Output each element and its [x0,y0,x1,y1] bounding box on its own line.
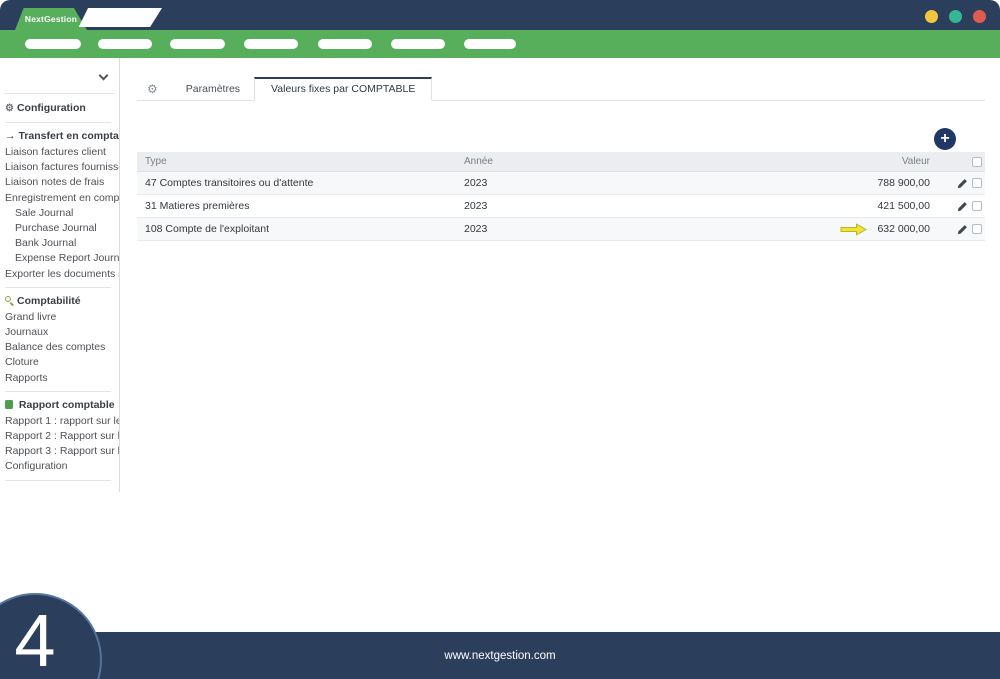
sidebar-item-enregistrement[interactable]: Enregistrement en compt... [5,191,119,204]
sidebar-item-sale-journal[interactable]: Sale Journal [15,206,74,219]
tab-valeurs-fixes[interactable]: Valeurs fixes par COMPTABLE [254,77,433,101]
arrow-right-icon: → [5,130,16,142]
magnifier-icon [5,295,14,306]
add-button[interactable]: + [934,128,956,150]
edit-pencil-icon[interactable] [957,201,968,212]
gears-icon: ⚙ [5,103,14,114]
brand-decorative-shape [78,8,162,27]
sidebar-item-cloture[interactable]: Cloture [5,356,39,369]
menu-item-placeholder[interactable] [170,39,225,49]
maximize-button[interactable] [949,10,962,23]
divider [5,479,111,481]
title-bar: NextGestion [0,0,1000,30]
sidebar-item-rapport-comptable[interactable]: Rapport comptable [5,397,119,414]
sidebar-item-bank-journal[interactable]: Bank Journal [15,237,77,250]
menu-item-placeholder[interactable] [98,39,152,49]
row-checkbox[interactable] [972,201,982,211]
menu-item-placeholder[interactable] [244,39,298,49]
sidebar-item-transfert[interactable]: → Transfert en compta... [5,128,119,145]
sidebar-item-balance-des-comptes[interactable]: Balance des comptes [5,341,106,354]
main-menu-bar [0,30,1000,58]
row-checkbox[interactable] [972,178,982,188]
page-number: 4 [14,599,56,679]
cell-valeur: 788 900,00 [877,177,930,189]
sidebar-item-grand-livre[interactable]: Grand livre [5,310,57,323]
menu-item-placeholder[interactable] [391,39,445,49]
table-header-row: Type Année Valeur [137,152,985,172]
footer-url: www.nextgestion.com [444,649,556,662]
tab-parametres[interactable]: Paramètres [185,83,241,95]
sidebar-item-comptabilite[interactable]: Comptabilité [5,293,119,310]
sidebar-item-expense-report-journal[interactable]: Expense Report Journal [15,252,119,265]
sidebar-item-rapports[interactable]: Rapports [5,371,48,384]
cell-annee: 2023 [464,223,488,235]
divider [5,286,111,288]
divider [5,122,111,123]
menu-item-placeholder[interactable] [318,39,372,49]
tab-bar: ⚙ Paramètres Valeurs fixes par COMPTABLE [137,77,985,101]
sidebar-item-journaux[interactable]: Journaux [5,326,49,339]
sidebar-item-rapport-1[interactable]: Rapport 1 : rapport sur le... [5,414,119,427]
select-all-checkbox[interactable] [972,156,982,167]
sidebar-item-configuration[interactable]: ⚙ Configuration [5,100,119,117]
sidebar-item-exporter-documents[interactable]: Exporter les documents s... [5,267,119,280]
page-number-badge: 4 [0,593,102,679]
yellow-arrow-annotation [840,222,868,236]
column-header-annee: Année [464,156,493,167]
minimize-button[interactable] [925,10,938,23]
cell-type: 47 Comptes transitoires ou d'attente [145,177,314,189]
brand-logo: NextGestion [15,8,87,30]
column-header-type: Type [145,156,167,167]
sidebar-item-rapport-3[interactable]: Rapport 3 : Rapport sur l... [5,445,119,458]
cell-annee: 2023 [464,177,488,189]
sidebar-item-liaison-factures-fournisseur[interactable]: Liaison factures fournisseur [5,161,119,174]
cell-valeur: 632 000,00 [877,223,930,235]
sidebar-item-liaison-factures-client[interactable]: Liaison factures client [5,146,106,158]
edit-pencil-icon[interactable] [957,224,968,235]
sidebar-item-configuration-2[interactable]: Configuration [5,460,68,473]
divider [5,390,111,392]
table-row: 108 Compte de l'exploitant 2023 632 000,… [137,218,985,241]
menu-item-placeholder[interactable] [25,39,81,49]
sidebar-item-rapport-2[interactable]: Rapport 2 : Rapport sur l... [5,430,119,443]
sidebar-item-liaison-notes-frais[interactable]: Liaison notes de frais [5,176,105,189]
menu-item-placeholder[interactable] [464,39,516,49]
close-button[interactable] [973,10,986,23]
settings-gear-icon[interactable]: ⚙ [147,82,158,96]
chevron-down-icon[interactable] [98,70,109,81]
values-table: Type Année Valeur 47 Comptes transitoire… [137,152,985,241]
column-header-valeur: Valeur [901,156,930,167]
table-row: 47 Comptes transitoires ou d'attente 202… [137,172,985,195]
cell-valeur: 421 500,00 [877,200,930,212]
sidebar-item-purchase-journal[interactable]: Purchase Journal [15,222,97,235]
cell-annee: 2023 [464,200,488,212]
footer-bar: www.nextgestion.com [0,632,1000,679]
cell-type: 31 Matieres premières [145,200,250,212]
cell-type: 108 Compte de l'exploitant [145,223,270,235]
sidebar: ⚙ Configuration → Transfert en compta... L… [0,58,120,492]
table-row: 31 Matieres premières 2023 421 500,00 [137,195,985,218]
row-checkbox[interactable] [972,224,982,234]
main-content: ⚙ Paramètres Valeurs fixes par COMPTABLE… [121,58,1000,498]
file-icon [5,399,13,409]
edit-pencil-icon[interactable] [957,178,968,189]
